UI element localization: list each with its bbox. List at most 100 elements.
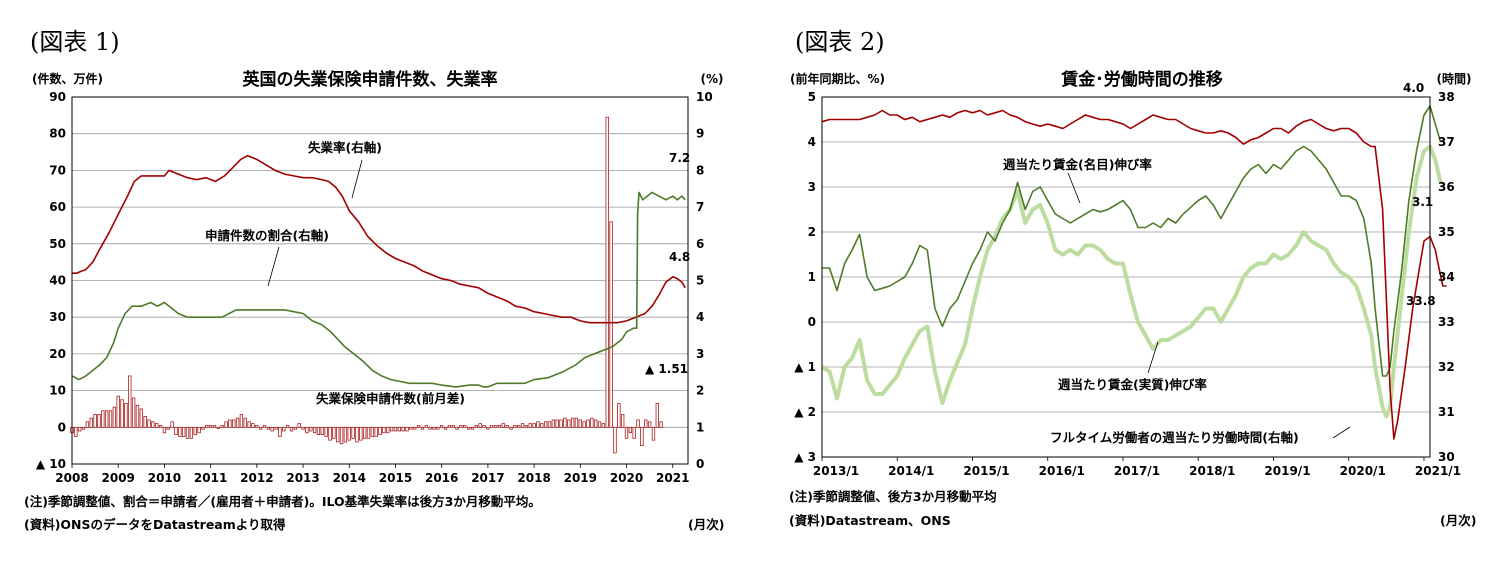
- chart1-bar: [305, 426, 309, 434]
- chart1-bar: [255, 425, 259, 428]
- chart1-bar: [301, 426, 305, 430]
- chart1-bar: [520, 423, 525, 428]
- chart1-bar: [555, 419, 559, 428]
- chart1-bar: [208, 425, 213, 428]
- chart1-x-tick: 2020: [610, 471, 643, 485]
- chart2-right-tick: 38: [1438, 90, 1455, 104]
- chart1-bar: [151, 421, 155, 428]
- chart2-series-line: [821, 109, 1447, 440]
- chart1-bar: [621, 414, 625, 428]
- chart1-bar: [135, 404, 140, 428]
- chart1-bar: [617, 403, 621, 428]
- chart1-left-tick: 10: [49, 384, 66, 398]
- chart2-left-tick: 2: [808, 225, 816, 239]
- chart1-bar: [139, 408, 143, 428]
- chart1-x-tick: 2009: [102, 471, 135, 485]
- chart1-bar: [432, 426, 436, 430]
- chart2-annotation-real: 週当たり賃金(実質)伸び率: [1058, 377, 1207, 392]
- chart1-bar: [609, 221, 613, 428]
- chart1-x-tick: 2014: [333, 471, 366, 485]
- chart1-bar: [266, 426, 271, 430]
- chart1-x-tick: 2008: [55, 471, 88, 485]
- chart1-x-tick: 2016: [425, 471, 458, 485]
- chart1-bar: [559, 419, 563, 428]
- chart1-bar: [455, 426, 459, 430]
- chart2-annotation-nominal: 週当たり賃金(名目)伸び率: [1003, 157, 1152, 172]
- chart2-right-tick: 37: [1438, 135, 1455, 149]
- chart1-bar: [440, 425, 444, 428]
- chart1-x-tick: 2011: [194, 471, 227, 485]
- chart1-bar: [624, 426, 629, 439]
- chart1-bar: [235, 417, 240, 428]
- chart1-bar: [239, 414, 244, 428]
- chart1-bar: [405, 426, 409, 432]
- chart1-bar: [128, 375, 132, 428]
- chart1-right-tick: 8: [696, 163, 704, 177]
- chart2-right-tick: 35: [1438, 225, 1455, 239]
- chart1-bar: [478, 423, 482, 428]
- figure2-label: (図表 2): [795, 28, 885, 56]
- chart1-bar: [509, 426, 513, 430]
- chart1-bar: [636, 419, 640, 428]
- chart1-bar: [332, 426, 336, 439]
- chart1-bar: [655, 403, 659, 428]
- chart1-bar: [416, 425, 421, 428]
- chart1-annotation-arrow-share: [267, 246, 280, 287]
- chart1-annotation-claims: 失業保険申請件数(前月差): [316, 391, 465, 406]
- chart1-bar: [120, 399, 124, 428]
- chart2-annotation-arrow-nominal: [1067, 172, 1081, 204]
- chart1-bar: [378, 426, 382, 435]
- chart1-bar: [178, 426, 182, 437]
- chart1-bar: [166, 426, 170, 430]
- chart1-bar: [93, 414, 97, 428]
- chart2-x-tick: 2015/1: [963, 464, 1009, 478]
- chart1-bar: [347, 426, 351, 441]
- chart2-x-tick: 2021/1: [1415, 464, 1461, 478]
- chart2-annotation-hours: フルタイム労働者の週当たり労働時間(右軸): [1050, 430, 1299, 445]
- chart1-bar: [424, 425, 428, 428]
- chart2-left-unit: (前年同期比、%): [790, 71, 885, 86]
- chart1-bar: [170, 421, 174, 428]
- chart1-bar: [197, 426, 201, 434]
- figure1-label: (図表 1): [30, 28, 120, 56]
- chart1-left-tick: 80: [49, 127, 66, 141]
- chart1-bar: [293, 426, 297, 430]
- chart1-right-unit: (%): [701, 72, 724, 86]
- chart1-bar: [389, 426, 394, 432]
- chart1-bar: [224, 421, 228, 428]
- chart1-bar: [536, 421, 540, 428]
- chart1-bar: [309, 426, 313, 432]
- chart1-left-tick: 70: [49, 163, 66, 177]
- chart1-bar: [374, 426, 378, 437]
- chart1-right-tick: 2: [696, 384, 704, 398]
- chart1-bar: [366, 426, 371, 439]
- chart1-bar: [108, 410, 113, 428]
- chart1-right-tick: 7: [696, 200, 704, 214]
- chart1-value-claims-latest: ▲ 1.51: [645, 362, 688, 376]
- chart1-bar: [447, 425, 452, 428]
- chart1-bar: [143, 415, 147, 428]
- chart1-bar: [474, 425, 478, 428]
- chart1-bar: [189, 426, 194, 439]
- chart1-bar: [567, 419, 571, 428]
- chart1-bar: [505, 425, 509, 428]
- chart1-bar: [463, 425, 467, 428]
- chart1-right-tick: 5: [696, 274, 704, 288]
- chart1-bar: [466, 426, 471, 430]
- chart1-x-tick: 2019: [564, 471, 597, 485]
- chart1-bar: [393, 426, 398, 432]
- chart1-bar: [316, 426, 321, 435]
- chart1-bar: [320, 426, 324, 435]
- chart1-bar: [259, 426, 263, 430]
- chart1-left-unit: (件数、万件): [32, 71, 103, 86]
- chart1-bar: [116, 395, 120, 428]
- chart1-right-tick: 6: [696, 237, 704, 251]
- chart2-annotation-arrow-hours: [1332, 426, 1351, 439]
- chart1-bar: [105, 410, 109, 428]
- chart1-bar: [124, 403, 128, 428]
- chart1-x-tick: 2018: [517, 471, 550, 485]
- chart1-right-tick: 4: [696, 310, 704, 324]
- chart1-bar: [212, 425, 217, 428]
- chart2-left-tick: 4: [808, 135, 816, 149]
- chart2-x-tick: 2014/1: [888, 464, 934, 478]
